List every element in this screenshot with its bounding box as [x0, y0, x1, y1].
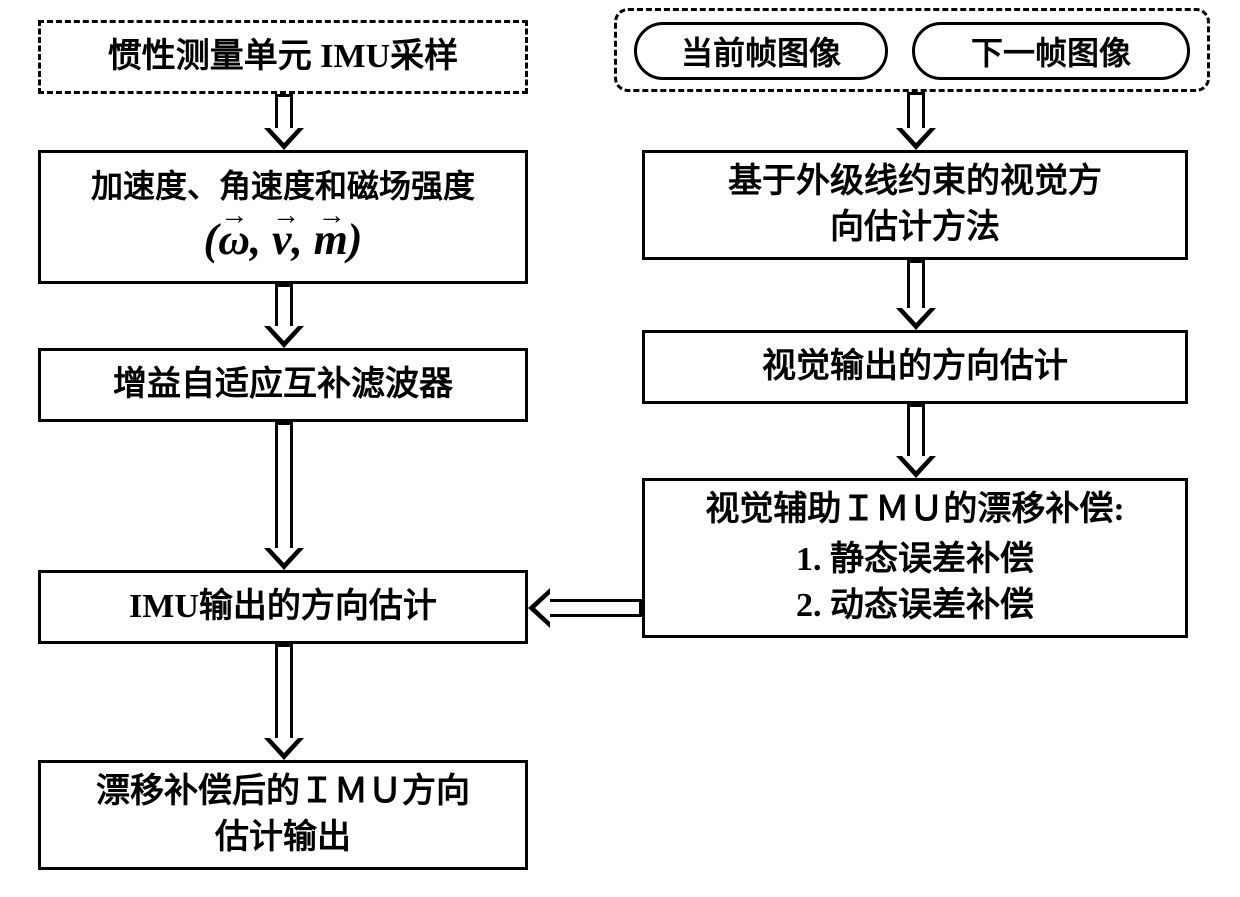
- node-label: 基于外级线约束的视觉方 向估计方法: [728, 159, 1102, 251]
- node-imu-output: IMU输出的方向估计: [38, 570, 528, 644]
- node-label: 当前帧图像: [681, 28, 841, 74]
- node-label: IMU输出的方向估计: [129, 584, 437, 630]
- arrow-b2: [896, 260, 936, 330]
- node-vision-method: 基于外级线约束的视觉方 向估计方法: [642, 150, 1188, 260]
- node-vision-output: 视觉输出的方向估计: [642, 330, 1188, 404]
- arrow-a3: [264, 422, 304, 570]
- node-item-1: 1. 静态误差补偿: [796, 537, 1034, 583]
- node-imu-sample: 惯性测量单元 IMU采样: [38, 20, 528, 94]
- node-title: 视觉辅助ＩＭＵ的漂移补偿:: [705, 487, 1124, 533]
- node-imu-values: 加速度、角速度和磁场强度 (ω→, ν→, m→): [38, 150, 528, 284]
- node-formula: (ω→, ν→, m→): [204, 210, 363, 269]
- node-frame-next: 下一帧图像: [912, 22, 1190, 80]
- node-final-output: 漂移补偿后的ＩＭＵ方向 估计输出: [38, 760, 528, 870]
- node-label: 漂移补偿后的ＩＭＵ方向 估计输出: [96, 769, 470, 861]
- arrow-a4: [264, 644, 304, 760]
- arrow-a1: [264, 94, 304, 150]
- node-frame-current: 当前帧图像: [634, 22, 888, 80]
- node-item-2: 2. 动态误差补偿: [796, 583, 1034, 629]
- node-label: 视觉输出的方向估计: [762, 344, 1068, 390]
- arrow-h1: [528, 588, 642, 628]
- node-label: 下一帧图像: [971, 28, 1131, 74]
- node-label: 增益自适应互补滤波器: [113, 362, 453, 408]
- arrow-b1: [896, 92, 936, 150]
- node-drift-compensation: 视觉辅助ＩＭＵ的漂移补偿: 1. 静态误差补偿 2. 动态误差补偿: [642, 478, 1188, 638]
- node-filter: 增益自适应互补滤波器: [38, 348, 528, 422]
- arrow-a2: [264, 284, 304, 348]
- arrow-b3: [896, 404, 936, 478]
- node-label: 惯性测量单元 IMU采样: [108, 34, 458, 80]
